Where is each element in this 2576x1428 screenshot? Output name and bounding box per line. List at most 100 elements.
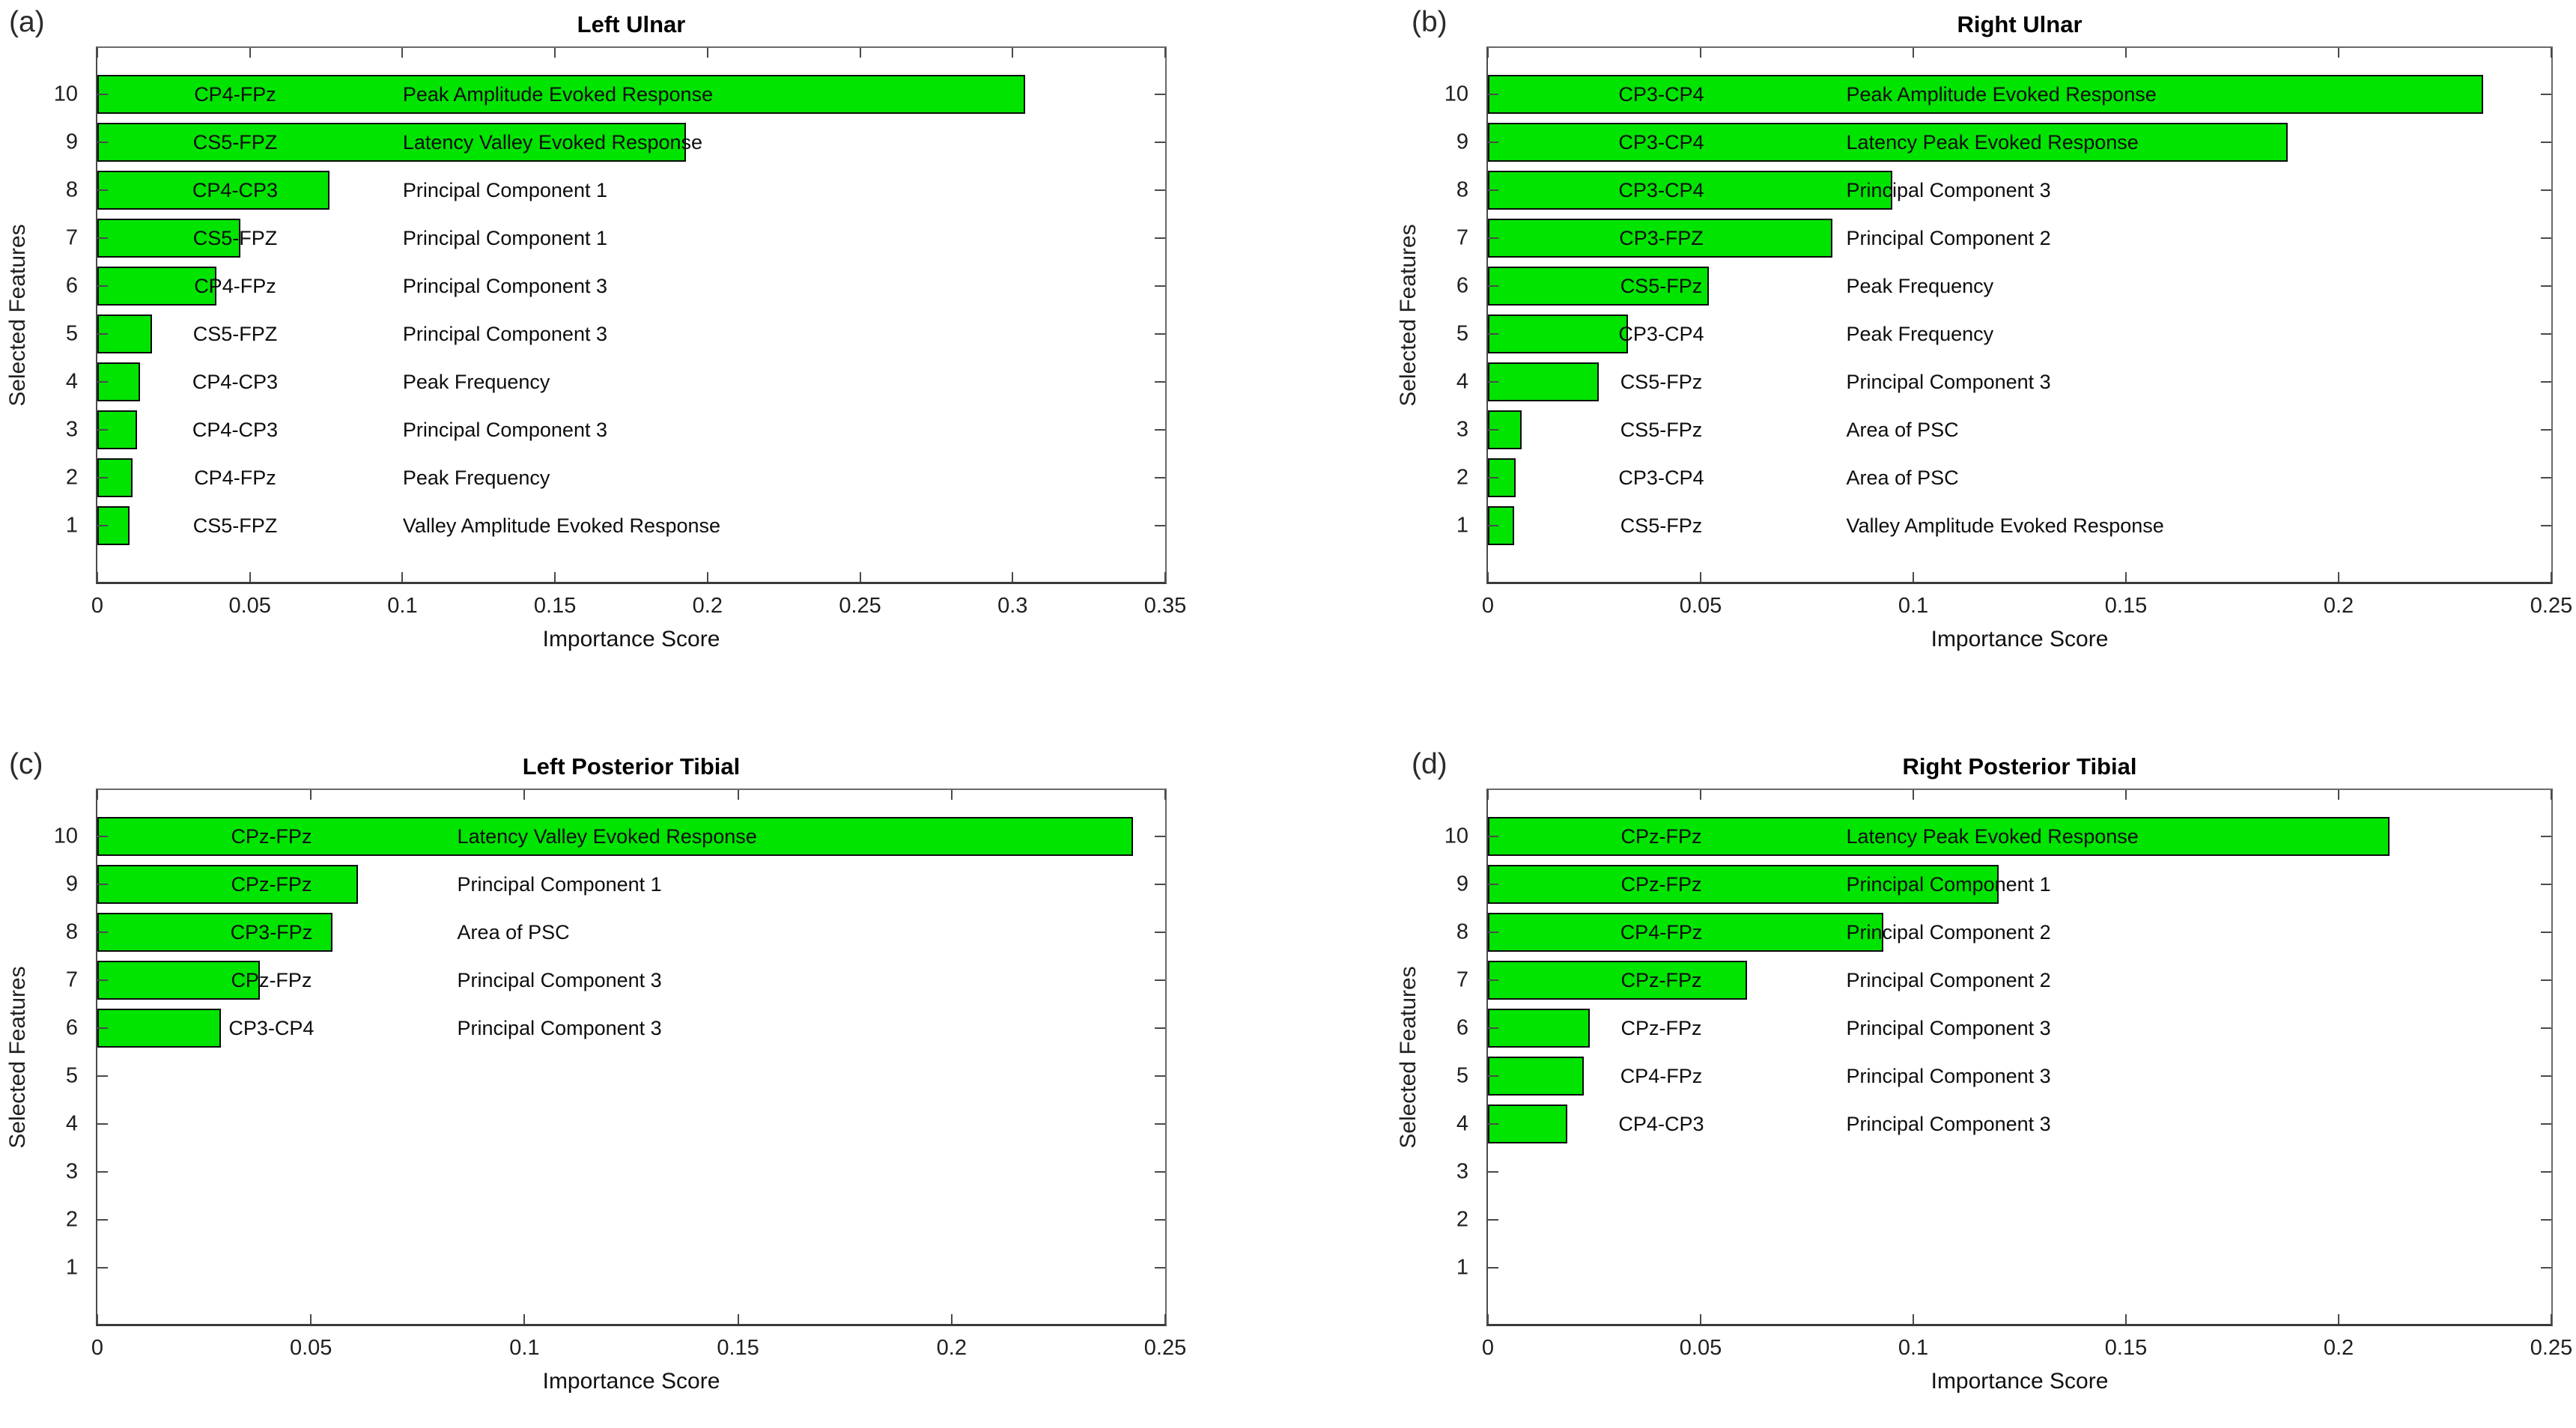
- bar-feature-label: Peak Amplitude Evoked Response: [1846, 83, 2157, 106]
- x-tick: [2125, 790, 2127, 800]
- bar-channel-label: CP4-FPz: [1620, 1065, 1703, 1087]
- x-tick: [1164, 790, 1166, 800]
- y-tick: [97, 189, 108, 191]
- y-tick: [1488, 237, 1498, 239]
- x-tick: [401, 48, 404, 58]
- bar-channel-label: CS5-FPZ: [192, 131, 278, 154]
- y-tick-label: 4: [1456, 1111, 1468, 1136]
- y-tick: [1488, 94, 1498, 95]
- bar-feature-label: Principal Component 3: [457, 969, 662, 991]
- bar-channel-label: CS5-FPz: [1620, 514, 1703, 537]
- panel-letter: (d): [1412, 748, 1448, 780]
- bar-channel-label: CP4-CP3: [1618, 1113, 1704, 1135]
- x-tick: [1913, 572, 1914, 582]
- y-tick: [97, 1171, 108, 1173]
- x-tick-label: 0.35: [1143, 594, 1187, 618]
- y-tick: [1155, 1075, 1165, 1077]
- x-tick: [523, 790, 526, 800]
- y-tick: [1488, 381, 1498, 383]
- y-tick: [2541, 1219, 2551, 1221]
- y-tick: [2541, 189, 2551, 191]
- y-tick-label: 7: [65, 225, 78, 250]
- bar-channel-label: CP4-CP3: [192, 179, 278, 201]
- bar: [97, 315, 153, 353]
- bar-feature-label: Principal Component 3: [402, 275, 607, 297]
- y-tick: [1488, 333, 1498, 335]
- bar-channel-label: CPz-FPz: [231, 969, 312, 991]
- y-tick: [1155, 1219, 1165, 1221]
- panel-letter: (a): [9, 6, 45, 38]
- y-tick: [97, 1075, 108, 1077]
- bar: [97, 817, 1134, 856]
- bar-feature-label: Principal Component 3: [1846, 1113, 2051, 1135]
- x-tick: [706, 48, 708, 58]
- y-tick-label: 3: [1456, 1159, 1468, 1184]
- y-tick-label: 3: [65, 1159, 78, 1184]
- x-tick: [554, 48, 556, 58]
- bar-channel-label: CPz-FPz: [231, 873, 312, 896]
- x-tick-label: 0.2: [692, 594, 723, 618]
- y-tick: [97, 142, 108, 143]
- y-tick: [2541, 477, 2551, 478]
- y-tick: [2541, 94, 2551, 95]
- x-axis-label: Importance Score: [542, 1369, 720, 1394]
- x-tick: [2551, 1314, 2552, 1324]
- y-tick: [1155, 836, 1165, 837]
- y-tick-label: 1: [65, 1255, 78, 1280]
- bar-feature-label: Principal Component 1: [402, 227, 607, 249]
- y-tick: [2541, 1171, 2551, 1173]
- y-tick: [2541, 1267, 2551, 1269]
- bar-feature-label: Principal Component 3: [1846, 371, 2051, 393]
- y-tick: [1488, 884, 1498, 885]
- bar-feature-label: Principal Component 3: [402, 419, 607, 441]
- y-tick-label: 5: [65, 321, 78, 346]
- y-tick: [1488, 1267, 1498, 1269]
- x-tick: [859, 572, 861, 582]
- y-axis-label: Selected Features: [1396, 965, 1421, 1149]
- y-tick-label: 4: [1456, 369, 1468, 394]
- y-tick: [1488, 142, 1498, 143]
- y-tick: [1155, 1267, 1165, 1269]
- y-tick: [1155, 333, 1165, 335]
- panel-inner: (b) Right Ulnar Selected Features Import…: [1288, 0, 2576, 714]
- bar-feature-label: Principal Component 3: [1846, 1065, 2051, 1087]
- x-tick-label: 0.2: [936, 1336, 967, 1360]
- y-tick: [1155, 1171, 1165, 1173]
- y-tick: [97, 979, 108, 981]
- bar-feature-label: Principal Component 2: [1846, 227, 2051, 249]
- panel-left-posterior-tibial: (c) Left Posterior Tibial Selected Featu…: [0, 714, 1288, 1428]
- y-tick-label: 2: [65, 1207, 78, 1232]
- x-tick-label: 0: [91, 1336, 104, 1360]
- x-tick-label: 0.15: [2104, 1336, 2148, 1360]
- y-tick: [97, 884, 108, 885]
- y-tick: [1488, 189, 1498, 191]
- y-tick: [2541, 429, 2551, 431]
- x-tick-label: 0.25: [1143, 1336, 1187, 1360]
- bar: [1488, 1009, 1591, 1048]
- y-axis-label: Selected Features: [1396, 223, 1421, 407]
- bar-channel-label: CS5-FPz: [1620, 419, 1703, 441]
- y-tick: [97, 237, 108, 239]
- y-tick: [1155, 477, 1165, 478]
- x-tick-label: 0: [1481, 594, 1495, 618]
- x-tick: [2551, 48, 2552, 58]
- x-tick: [249, 572, 251, 582]
- x-tick: [310, 790, 312, 800]
- y-tick-label: 7: [65, 967, 78, 992]
- bar-channel-label: CPz-FPz: [1620, 1017, 1702, 1039]
- y-tick: [1488, 1123, 1498, 1125]
- y-tick-label: 10: [53, 824, 78, 848]
- y-tick: [1155, 884, 1165, 885]
- x-tick: [2338, 790, 2339, 800]
- x-tick: [1164, 1314, 1166, 1324]
- bar: [1488, 267, 1710, 306]
- bar-feature-label: Peak Frequency: [1846, 323, 1994, 345]
- x-tick: [950, 1314, 953, 1324]
- x-tick: [2125, 48, 2127, 58]
- y-tick: [1488, 285, 1498, 287]
- y-tick: [1155, 94, 1165, 95]
- x-tick: [554, 572, 556, 582]
- x-axis-label: Importance Score: [1931, 1369, 2109, 1394]
- panel-inner: (c) Left Posterior Tibial Selected Featu…: [0, 742, 1288, 1428]
- x-tick-label: 0.05: [228, 594, 271, 618]
